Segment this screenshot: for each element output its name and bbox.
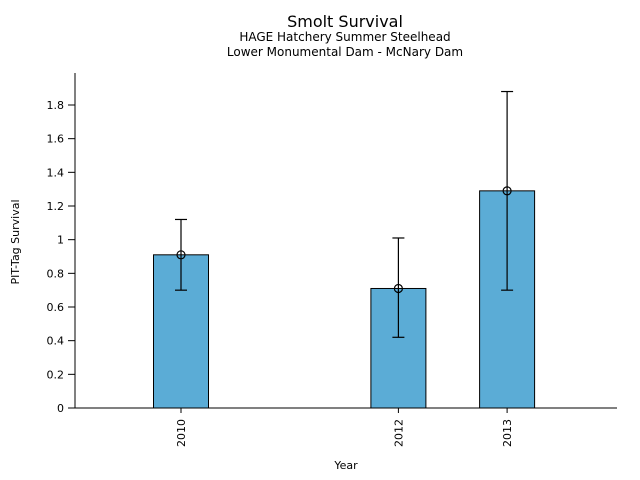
y-tick-label-0.2: 0.2 [47, 368, 65, 381]
point-marker-2013 [502, 186, 512, 196]
y-tick-label-1.6: 1.6 [47, 133, 65, 146]
y-axis-title: PIT-Tag Survival [9, 199, 22, 284]
y-tick-label-1.4: 1.4 [47, 166, 65, 179]
point-marker-2012 [393, 283, 403, 294]
x-tick-label-2013: 2013 [501, 419, 514, 447]
y-tick-label-0.4: 0.4 [47, 335, 65, 348]
x-axis-title: Year [333, 459, 358, 472]
y-tick-label-0: 0 [57, 402, 64, 415]
y-tick-label-1: 1 [57, 234, 64, 247]
point-marker-2010 [176, 250, 186, 260]
y-tick-label-0.6: 0.6 [47, 301, 65, 314]
y-tick-label-0.8: 0.8 [47, 267, 65, 280]
plot-area: 0 0.2 0.4 0.6 0.8 1 1.2 1.4 1.6 1.8 2010 2012 2013 [47, 73, 617, 447]
chart-title: Smolt Survival [287, 12, 403, 31]
chart-subtitle-2: Lower Monumental Dam - McNary Dam [227, 45, 463, 59]
x-tick-label-2010: 2010 [175, 419, 188, 447]
y-tick-label-1.8: 1.8 [47, 99, 65, 112]
chart-subtitle-1: HAGE Hatchery Summer Steelhead [239, 30, 450, 44]
x-tick-label-2012: 2012 [392, 419, 405, 447]
y-tick-label-1.2: 1.2 [47, 200, 65, 213]
